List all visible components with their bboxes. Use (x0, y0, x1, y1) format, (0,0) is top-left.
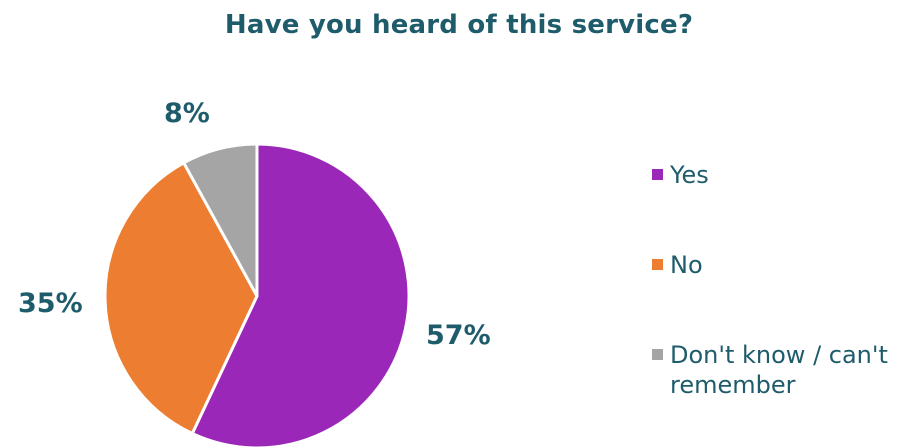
data-label-dont-know: 8% (164, 98, 210, 129)
legend-label-dont-know: Don't know / can't remember (670, 341, 888, 399)
legend-item-dont-know: Don't know / can't remember (652, 340, 918, 400)
legend-swatch-no (652, 259, 663, 270)
pie-slice-no (103, 161, 259, 436)
legend-label-yes: Yes (670, 161, 709, 189)
data-label-yes: 57% (426, 320, 491, 351)
data-label-no: 35% (18, 288, 83, 319)
chart-title: Have you heard of this service? (224, 10, 694, 40)
legend-swatch-dont-know (652, 349, 663, 360)
legend-swatch-yes (652, 169, 663, 180)
pie-slice-yes (190, 142, 411, 447)
legend-label-no: No (670, 251, 703, 279)
legend-item-no: No (652, 250, 703, 280)
pie-slice-dont-know (182, 142, 259, 298)
legend-item-yes: Yes (652, 160, 709, 190)
